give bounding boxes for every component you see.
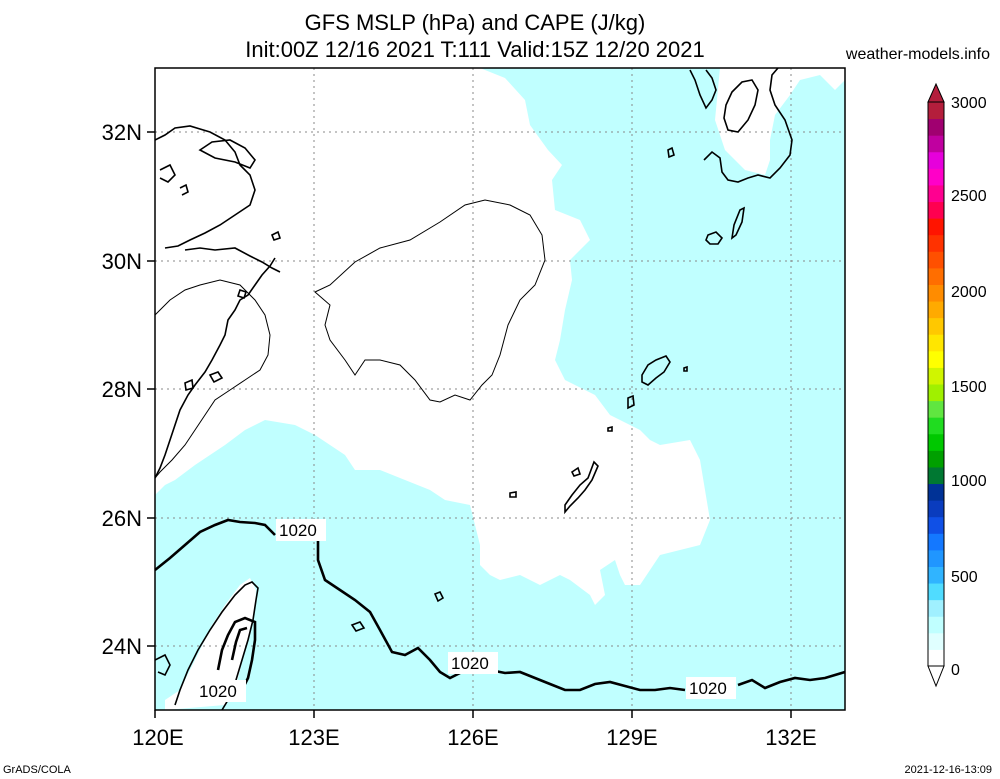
- colorbar-segment: [928, 400, 944, 418]
- colorbar-segment: [928, 516, 944, 534]
- colorbar-segment: [928, 466, 944, 485]
- colorbar-segment: [928, 317, 944, 335]
- lat-label: 26N: [102, 506, 142, 531]
- colorbar-label: 0: [951, 662, 960, 679]
- colorbar-max-arrow: [927, 82, 945, 103]
- map-canvas: 1020 1020 1020 1020: [155, 68, 845, 710]
- colorbar-label: 500: [951, 569, 978, 586]
- isobar-label: 1020: [689, 679, 727, 698]
- colorbar-segment: [928, 135, 944, 153]
- cape-contours: [155, 199, 546, 479]
- colorbar-segment: [928, 301, 944, 319]
- colorbar-segment: [928, 549, 944, 567]
- map-subtitle: Init:00Z 12/16 2021 T:111 Valid:15Z 12/2…: [245, 37, 705, 62]
- colorbar-segment: [928, 566, 944, 584]
- colorbar-segment: [928, 533, 944, 551]
- coastlines: [155, 68, 793, 710]
- isobar-label: 1020: [279, 521, 317, 540]
- colorbar-segment: [928, 500, 944, 518]
- colorbar-segment: [928, 616, 944, 634]
- brand-label: weather-models.info: [845, 46, 990, 63]
- colorbar-segment: [928, 118, 944, 136]
- colorbar-segment: [928, 267, 944, 285]
- no-cape-region: [165, 578, 256, 710]
- lon-label: 126E: [447, 725, 498, 750]
- colorbar-segment: [928, 350, 944, 368]
- no-cape-region: [715, 68, 845, 175]
- colorbar-min-arrow: [927, 665, 945, 688]
- colorbar-label: 2500: [951, 188, 987, 205]
- colorbar-label: 3000: [951, 95, 987, 112]
- lon-label: 129E: [606, 725, 657, 750]
- colorbar-segment: [928, 184, 944, 203]
- lat-label: 32N: [102, 120, 142, 145]
- lat-label: 30N: [102, 249, 142, 274]
- isobar-1020: [155, 518, 845, 692]
- graticule: [155, 68, 845, 710]
- colorbar-segment: [928, 649, 944, 667]
- colorbar-segment: [928, 168, 944, 186]
- colorbar-segment: [928, 234, 944, 252]
- colorbar-segment: [928, 632, 944, 650]
- colorbar-segment: [928, 251, 944, 269]
- colorbar-segment: [928, 583, 944, 601]
- colorbar-segments: [928, 102, 944, 667]
- colorbar-segment: [928, 417, 944, 435]
- colorbar-segment: [928, 151, 944, 169]
- isobar-labels: 1020 1020 1020 1020: [196, 519, 736, 702]
- colorbar-segment: [928, 334, 944, 352]
- lat-axis: 32N 30N 28N 26N 24N: [102, 120, 142, 659]
- colorbar-segment: [928, 433, 944, 451]
- colorbar-segment: [928, 483, 944, 501]
- colorbar-frame: [927, 101, 945, 667]
- colorbar-segment: [928, 384, 944, 402]
- lat-label: 28N: [102, 377, 142, 402]
- lon-axis: 120E 123E 126E 129E 132E: [132, 725, 816, 750]
- colorbar-label: 1500: [951, 379, 987, 396]
- footer-timestamp: 2021-12-16-13:09: [904, 764, 992, 776]
- lon-label: 120E: [132, 725, 183, 750]
- no-cape-region: [155, 68, 710, 605]
- isobar-label: 1020: [199, 682, 237, 701]
- map-title: GFS MSLP (hPa) and CAPE (J/kg): [304, 10, 646, 35]
- lon-label: 123E: [288, 725, 339, 750]
- lat-label: 24N: [102, 634, 142, 659]
- axis-ticks: [147, 131, 792, 718]
- colorbar-segment: [928, 102, 944, 120]
- colorbar-segment: [928, 367, 944, 385]
- footer-credit: GrADS/COLA: [3, 764, 71, 776]
- colorbar: 3000 2500 2000 1500 1000 500 0: [927, 82, 987, 688]
- lon-label: 132E: [765, 725, 816, 750]
- colorbar-segment: [928, 284, 944, 302]
- colorbar-label: 2000: [951, 284, 987, 301]
- isobar-label: 1020: [451, 654, 489, 673]
- colorbar-labels: 3000 2500 2000 1500 1000 500 0: [951, 95, 987, 679]
- colorbar-segment: [928, 201, 944, 219]
- colorbar-label: 1000: [951, 473, 987, 490]
- colorbar-segment: [928, 218, 944, 236]
- colorbar-segment: [928, 450, 944, 468]
- colorbar-segment: [928, 599, 944, 617]
